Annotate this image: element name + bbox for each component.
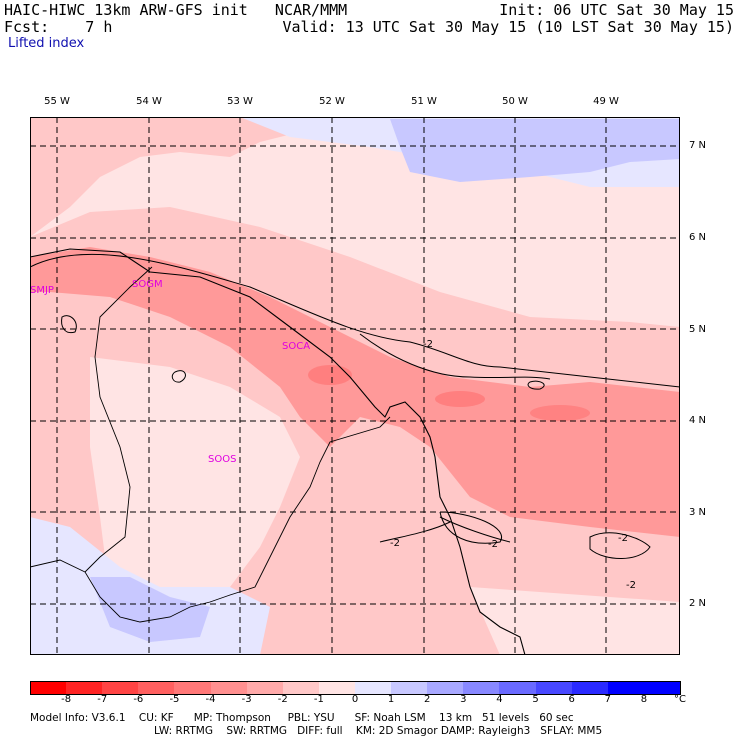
- header-valid-time: Valid: 13 UTC Sat 30 May 15 (10 LST Sat …: [282, 18, 734, 36]
- colorbar-tick-label: -8: [61, 694, 72, 705]
- lon-label: 54 W: [136, 96, 162, 107]
- lon-label: 53 W: [227, 96, 253, 107]
- colorbar-segment: [66, 681, 103, 695]
- colorbar-tick-label: 8: [640, 694, 648, 705]
- colorbar-segment: [391, 681, 428, 695]
- lat-label: 5 N: [689, 324, 707, 335]
- colorbar-tick-label: -2: [277, 694, 288, 705]
- colorbar-segment: [174, 681, 212, 695]
- colorbar-tick-label: -6: [133, 694, 144, 705]
- colorbar-segment: [499, 681, 537, 695]
- colorbar-segment: [535, 681, 573, 695]
- colorbar-tick-label: 7: [604, 694, 611, 705]
- colorbar-tick-label: 3: [460, 694, 467, 705]
- lon-label: 55 W: [44, 96, 70, 107]
- header-init-time: Init: 06 UTC Sat 30 May 15: [499, 1, 734, 19]
- coastline: [30, 248, 526, 655]
- colorbar-segment: [282, 681, 320, 695]
- colorbar-segment: [318, 681, 356, 695]
- contour-lines: [30, 253, 680, 559]
- contour-label: -2: [423, 339, 433, 350]
- lat-label: 7 N: [689, 140, 707, 151]
- lon-label: 51 W: [411, 96, 437, 107]
- lat-label: 3 N: [689, 507, 707, 518]
- lon-label: 49 W: [593, 96, 619, 107]
- colorbar-tick-label: 0: [351, 694, 359, 705]
- shade-inland-light: [90, 357, 300, 617]
- colorbar-tick-label: 6: [568, 694, 575, 705]
- colorbar-segment: [607, 681, 645, 695]
- lat-label: 2 N: [689, 598, 707, 609]
- colorbar-tick-label: -1: [313, 694, 324, 705]
- map-frame: [30, 117, 680, 655]
- colorbar-tick-label: 1: [387, 694, 395, 705]
- colorbar-tick-label: 5: [532, 694, 539, 705]
- colorbar-tick-label: -5: [169, 694, 180, 705]
- contour-label: -2: [488, 539, 498, 550]
- shade-pink-nw: [30, 117, 330, 237]
- shade-blue-north: [390, 119, 680, 182]
- colorbar-segment: [571, 681, 609, 695]
- header-title: HAIC-HIWC 13km ARW-GFS init NCAR/MMM: [4, 1, 348, 19]
- contour-label: -2: [626, 580, 636, 591]
- colorbar-tick-label: -3: [241, 694, 252, 705]
- footer-physics-info: LW: RRTMG SW: RRTMG DIFF: full KM: 2D Sm…: [154, 725, 603, 737]
- lat-label: 4 N: [689, 415, 707, 426]
- shade-blob: [530, 405, 590, 421]
- shade-blob: [435, 391, 485, 407]
- lat-label: 6 N: [689, 232, 707, 243]
- field-name: Lifted index: [8, 36, 85, 51]
- colorbar-segment: [30, 681, 68, 695]
- shade-lightblue-sw: [30, 517, 270, 655]
- colorbar-segment: [643, 681, 682, 695]
- colorbar-segment: [210, 681, 248, 695]
- station-label: SOGM: [132, 279, 163, 290]
- colorbar-tick-label: -4: [205, 694, 216, 705]
- lon-label: 50 W: [502, 96, 528, 107]
- lon-label: 52 W: [319, 96, 345, 107]
- country-borders: [30, 266, 391, 623]
- station-label: SOOS: [208, 454, 236, 465]
- colorbar-tick-label: -7: [97, 694, 108, 705]
- footer-model-info: Model Info: V3.6.1 CU: KF MP: Thompson P…: [30, 712, 574, 724]
- colorbar-segment: [427, 681, 464, 695]
- lifted-index-map: -2 -2 -2 -2 -2 SMJP SOGM SOCA SOOS: [30, 117, 680, 655]
- contour-label: -2: [390, 538, 400, 549]
- colorbar-tick-label: 2: [424, 694, 431, 705]
- contour-label: -2: [618, 533, 628, 544]
- colorbar-tick-label: 4: [496, 694, 503, 705]
- station-label: SOCA: [282, 341, 310, 352]
- shade-coastal-band: [30, 247, 680, 537]
- colorbar-segment: [355, 681, 392, 695]
- colorbar-unit: °C: [674, 694, 686, 705]
- colorbar-segment: [463, 681, 500, 695]
- colorbar-segment: [138, 681, 175, 695]
- colorbar-segment: [102, 681, 139, 695]
- station-label: SMJP: [30, 285, 54, 296]
- colorbar-segment: [246, 681, 284, 695]
- header-forecast-hour: Fcst: 7 h: [4, 18, 113, 36]
- latlon-grid: [30, 117, 680, 655]
- shade-blue-sw: [90, 577, 210, 642]
- shade-blob: [308, 365, 352, 385]
